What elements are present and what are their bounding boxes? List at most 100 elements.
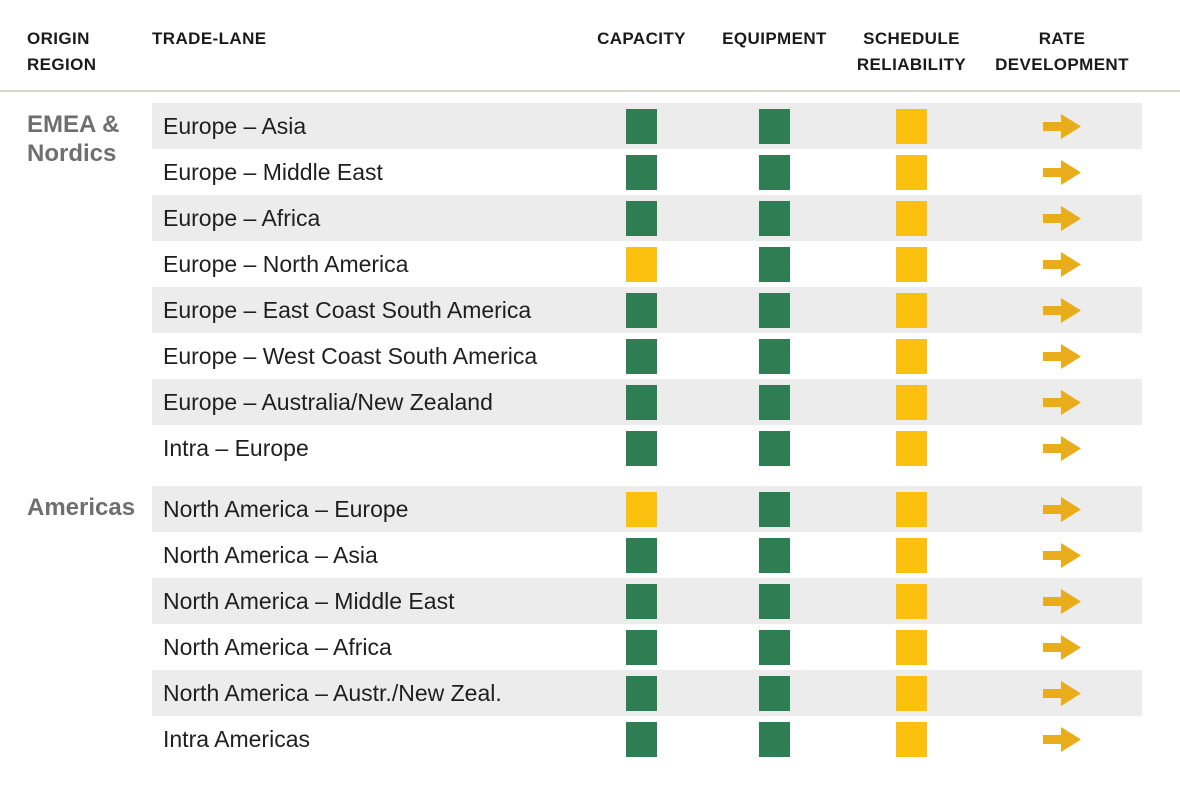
equipment-cell [708,430,841,466]
trade-lane-label: Europe – East Coast South America [163,296,532,323]
schedule-reliability-status-square [896,537,927,573]
rate-development-cell [982,680,1142,707]
capacity-cell [575,108,708,144]
schedule-reliability-status-square [896,583,927,619]
table-row: Europe – West Coast South America [152,333,1142,379]
rate-development-cell [982,542,1142,569]
trade-lane-label: North America – Africa [163,633,392,660]
equipment-status-square [759,384,790,420]
capacity-cell [575,246,708,282]
capacity-status-square [626,200,657,236]
rate-development-cell [982,113,1142,140]
rate-development-arrow-icon [1043,680,1081,706]
equipment-status-square [759,675,790,711]
rate-development-cell [982,435,1142,462]
rate-development-arrow-icon [1043,496,1081,522]
rate-development-arrow-icon [1043,726,1081,752]
equipment-cell [708,338,841,374]
rate-development-arrow-icon [1043,389,1081,415]
equipment-cell [708,108,841,144]
trade-lane-label: Intra – Europe [163,434,309,461]
trade-lane-label: Intra Americas [163,725,310,752]
equipment-status-square [759,430,790,466]
schedule-reliability-cell [841,721,982,757]
header-equipment: EQUIPMENT [722,29,827,48]
header-divider [0,90,1180,92]
schedule-reliability-status-square [896,338,927,374]
capacity-cell [575,430,708,466]
capacity-status-square [626,246,657,282]
capacity-cell [575,154,708,190]
capacity-status-square [626,338,657,374]
schedule-reliability-status-square [896,491,927,527]
trade-lane-label: Europe – Australia/New Zealand [163,388,493,415]
equipment-status-square [759,721,790,757]
table-row: Europe – North America [152,241,1142,287]
schedule-reliability-status-square [896,721,927,757]
table-row: North America – Middle East [152,578,1142,624]
trade-lane-label: North America – Middle East [163,587,455,614]
table-row: Europe – Middle East [152,149,1142,195]
capacity-status-square [626,430,657,466]
table-section: Americas North America – Europe North Am… [0,486,1180,762]
equipment-status-square [759,246,790,282]
table-row: Europe – Australia/New Zealand [152,379,1142,425]
trade-lane-label: North America – Europe [163,495,409,522]
capacity-cell [575,491,708,527]
capacity-status-square [626,491,657,527]
rate-development-cell [982,159,1142,186]
capacity-cell [575,384,708,420]
origin-region-label: EMEA & Nordics [27,111,120,167]
equipment-cell [708,721,841,757]
capacity-cell [575,629,708,665]
table-row: North America – Africa [152,624,1142,670]
equipment-cell [708,583,841,619]
rate-development-cell [982,389,1142,416]
rate-development-cell [982,251,1142,278]
equipment-status-square [759,108,790,144]
capacity-status-square [626,675,657,711]
capacity-cell [575,537,708,573]
table-header: ORIGIN REGION TRADE-LANE CAPACITY EQUIPM… [0,0,1180,78]
table-row: North America – Asia [152,532,1142,578]
equipment-status-square [759,292,790,328]
table-row: Intra Americas [152,716,1142,762]
trade-lane-label: Europe – Africa [163,204,321,231]
equipment-cell [708,292,841,328]
equipment-status-square [759,154,790,190]
rate-development-arrow-icon [1043,159,1081,185]
trade-lane-label: North America – Austr./New Zeal. [163,679,502,706]
rate-development-cell [982,726,1142,753]
schedule-reliability-status-square [896,154,927,190]
schedule-reliability-cell [841,537,982,573]
table-body: EMEA & Nordics Europe – Asia Europe – Mi… [0,103,1180,762]
capacity-status-square [626,721,657,757]
equipment-cell [708,675,841,711]
capacity-cell [575,675,708,711]
schedule-reliability-status-square [896,430,927,466]
schedule-reliability-cell [841,384,982,420]
capacity-status-square [626,384,657,420]
equipment-cell [708,246,841,282]
equipment-cell [708,491,841,527]
capacity-cell [575,721,708,757]
schedule-reliability-cell [841,108,982,144]
trade-lane-label: Europe – Asia [163,112,307,139]
table-row: Europe – East Coast South America [152,287,1142,333]
rate-development-arrow-icon [1043,297,1081,323]
rate-development-arrow-icon [1043,113,1081,139]
rate-development-arrow-icon [1043,343,1081,369]
capacity-cell [575,338,708,374]
schedule-reliability-status-square [896,246,927,282]
capacity-status-square [626,583,657,619]
rate-development-arrow-icon [1043,634,1081,660]
trade-lane-label: North America – Asia [163,541,378,568]
equipment-cell [708,200,841,236]
trade-lane-label: Europe – Middle East [163,158,383,185]
rate-development-cell [982,634,1142,661]
schedule-reliability-cell [841,430,982,466]
rate-development-cell [982,496,1142,523]
table-section: EMEA & Nordics Europe – Asia Europe – Mi… [0,103,1180,471]
capacity-status-square [626,537,657,573]
rate-development-arrow-icon [1043,435,1081,461]
